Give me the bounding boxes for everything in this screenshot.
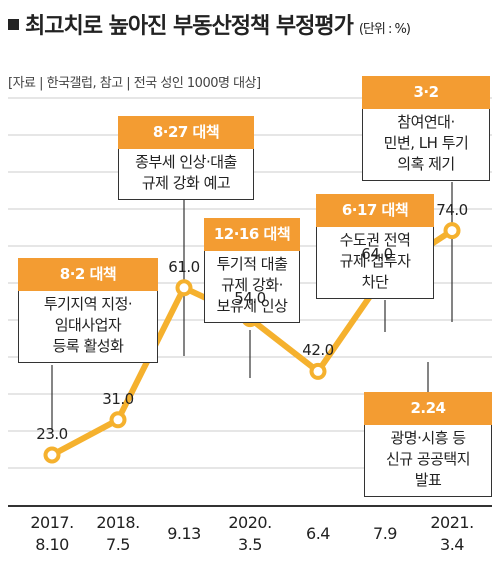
- x-tick-date: 7.9: [373, 524, 397, 543]
- data-point: [309, 362, 327, 380]
- annotation-line: 종부세 인상·대출: [135, 153, 237, 171]
- x-tick-label: 2018. 7.5: [85, 512, 151, 556]
- annotation-heading: 8·27 대책: [118, 116, 254, 149]
- annotation-box: 2.24 광명·시흥 등 신규 공공택지 발표: [364, 392, 492, 497]
- data-point: [443, 222, 461, 240]
- title-square-icon: [8, 19, 19, 30]
- annotation-line: 보유세 인상: [216, 297, 288, 315]
- title-text: 최고치로 높아진 부동산정책 부정평가: [25, 14, 354, 39]
- x-tick-date: 3.5: [238, 535, 262, 554]
- annotation-heading: 8·2 대책: [18, 258, 158, 291]
- annotation-line: 참여연대·: [397, 113, 455, 131]
- unit-label: (단위 : %): [358, 22, 411, 37]
- x-tick-year: 2021.: [430, 513, 474, 532]
- value-label: 54.0: [234, 288, 266, 307]
- x-tick-date: 9.13: [167, 524, 201, 543]
- annotation-line: 민변, LH 투기: [383, 134, 469, 152]
- annotation-heading: 12·16 대책: [204, 218, 300, 251]
- annotation-heading: 2.24: [364, 392, 492, 425]
- value-label: 42.0: [302, 341, 334, 360]
- x-tick-label: 2017. 8.10: [19, 512, 85, 556]
- annotation-line: 규제 강화 예고: [141, 174, 231, 192]
- annotation-line: 차단: [361, 273, 389, 291]
- source-note: [자료 | 한국갤럽, 참고 | 전국 성인 1000명 대상]: [8, 76, 261, 91]
- value-label: 61.0: [168, 257, 200, 276]
- value-label: 74.0: [436, 200, 468, 219]
- annotation-line: 규제·갭투자: [339, 252, 411, 270]
- annotation-line: 등록 활성화: [52, 337, 124, 355]
- value-label: 23.0: [36, 425, 68, 443]
- x-tick-label: 6.4: [285, 523, 351, 545]
- annotation-line: 수도권 전역: [339, 231, 411, 249]
- x-tick-year: 2017.: [30, 513, 74, 532]
- annotation-line: 임대사업자: [54, 316, 122, 334]
- x-tick-year: 2020.: [228, 513, 272, 532]
- x-tick-date: 3.4: [440, 535, 464, 554]
- annotation-line: 의혹 제기: [397, 155, 455, 173]
- value-label: 31.0: [102, 389, 134, 408]
- x-tick-date: 7.5: [106, 535, 130, 554]
- annotation-line: 투기지역 지정·: [43, 295, 133, 313]
- x-tick-date: 8.10: [35, 535, 69, 554]
- x-tick-label: 2020. 3.5: [217, 512, 283, 556]
- x-tick-label: 2021. 3.4: [419, 512, 485, 556]
- annotation-heading: 3·2: [362, 76, 490, 109]
- data-point: [175, 279, 193, 297]
- annotation-line: 투기적 대출: [216, 255, 288, 273]
- x-axis-line: [8, 505, 492, 507]
- x-tick-label: 9.13: [151, 523, 217, 545]
- annotation-line: 발표: [414, 471, 442, 489]
- value-label: 64.0: [361, 244, 393, 263]
- annotation-line: 신규 공공택지: [385, 450, 471, 468]
- data-point: [43, 446, 61, 464]
- x-tick-date: 6.4: [306, 524, 330, 543]
- x-tick-year: 2018.: [96, 513, 140, 532]
- annotation-line: 광명·시흥 등: [390, 429, 466, 447]
- annotation-line: 규제 강화·: [221, 276, 283, 294]
- annotation-heading: 6·17 대책: [316, 194, 434, 227]
- x-tick-label: 7.9: [352, 523, 418, 545]
- data-point: [109, 411, 127, 429]
- chart-title: 최고치로 높아진 부동산정책 부정평가 (단위 : %): [8, 8, 411, 40]
